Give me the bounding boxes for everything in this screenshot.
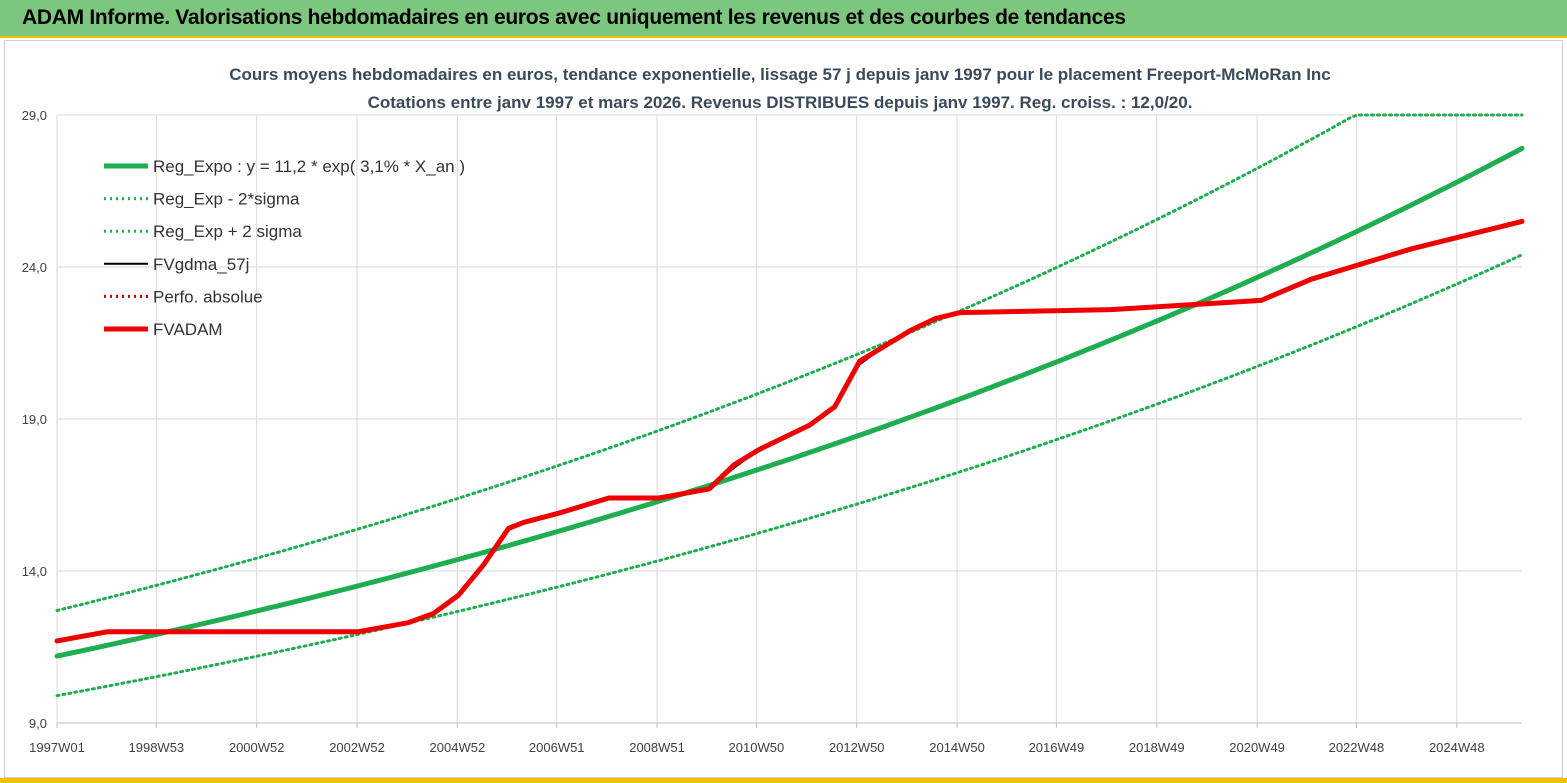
x-tick-label: 2012W50 [829,740,885,755]
x-tick-label: 2018W49 [1129,740,1185,755]
series-line-0 [54,145,1525,659]
x-tick-label: 2014W50 [929,740,985,755]
chart-title: Cours moyens hebdomadaires en euros, ten… [229,65,1331,84]
legend-label: Reg_Exp + 2 sigma [153,222,302,241]
x-tick-label: 2024W48 [1429,740,1485,755]
series-line-2 [55,113,1524,612]
report-header: ADAM Informe. Valorisations hebdomadaire… [0,0,1567,38]
x-tick-label: 2022W48 [1329,740,1385,755]
legend-label: FVADAM [153,320,223,339]
y-tick-label: 9,0 [29,716,47,731]
x-tick-label: 1997W01 [29,740,85,755]
x-tick-label: 2004W52 [430,740,486,755]
legend-label: FVgdma_57j [153,255,249,274]
x-tick-label: 1998W53 [129,740,185,755]
legend-label: Reg_Expo : y = 11,2 * exp( 3,1% * X_an ) [153,157,465,176]
x-tick-label: 2006W51 [529,740,585,755]
series-line-5 [54,218,1525,644]
y-tick-label: 29,0 [22,108,47,123]
legend: Reg_Expo : y = 11,2 * exp( 3,1% * X_an )… [104,157,465,339]
legend-label: Perfo. absolue [153,287,263,306]
axes: 9,0 14,0 19,0 24,0 29,0 1997W01 1998W53 2000W52… [22,108,1522,755]
x-tick-label: 2008W51 [629,740,685,755]
y-tick-label: 19,0 [22,412,47,427]
chart-subtitle: Cotations entre janv 1997 et mars 2026. … [368,93,1193,112]
x-tick-label: 2002W52 [329,740,385,755]
legend-label: Reg_Exp - 2*sigma [153,190,300,209]
series-line-1 [55,253,1524,698]
x-tick-label: 2010W50 [729,740,785,755]
x-tick-label: 2000W52 [229,740,285,755]
y-tick-label: 24,0 [22,260,47,275]
x-tick-label: 2016W49 [1029,740,1085,755]
series-layer [54,113,1525,698]
report-title: ADAM Informe. Valorisations hebdomadaire… [22,6,1126,29]
bottom-bar [0,778,1567,783]
x-tick-label: 2020W49 [1229,740,1285,755]
y-tick-label: 14,0 [22,564,47,579]
